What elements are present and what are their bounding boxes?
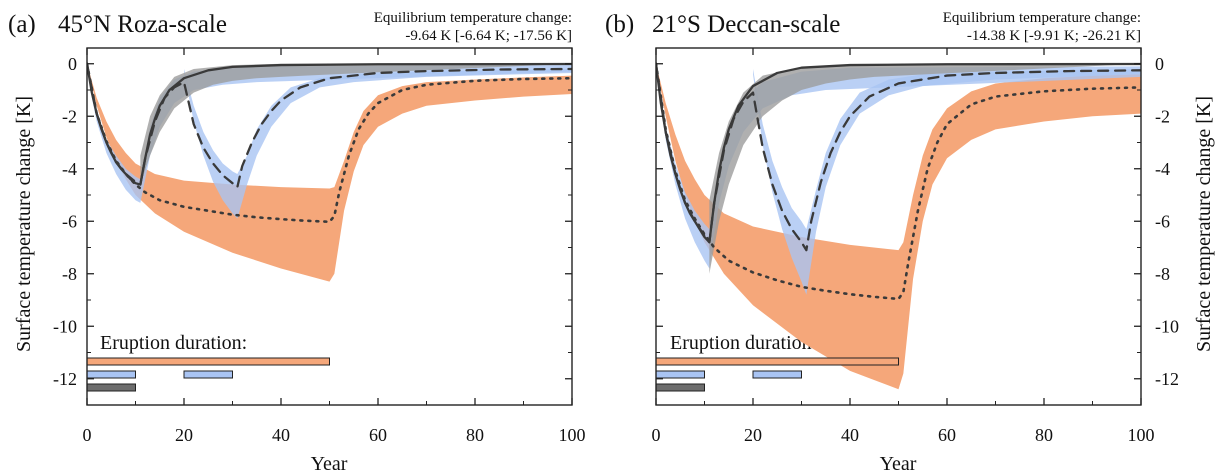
panel-title-b: 21°S Deccan-scale [652,11,840,38]
equilibrium-value-b: -14.38 K [-9.91 K; -26.21 K] [967,28,1141,44]
duration-bar-gray [86,383,136,392]
series-line-dashed [87,62,572,189]
y-tick-label: -8 [62,264,77,284]
panel-label-b: (b) [605,11,634,38]
y-tick-label: -10 [1155,316,1179,336]
x-axis-title-b: Year [880,453,917,475]
series-lines [656,62,1141,301]
x-tick-label: 20 [175,425,193,445]
duration-bar-orange [86,357,330,366]
x-tick-label: 100 [559,425,586,445]
y-tick-label: -6 [62,211,77,231]
duration-bar-blue [86,370,136,379]
equilibrium-label-a: Equilibrium temperature change: [374,10,572,26]
uncertainty-bands [87,63,572,282]
y-axis-title-a: Surface temperature change [K] [13,96,35,352]
y-tick-label: -6 [1155,211,1170,231]
eruption-duration-bars [86,357,330,392]
x-tick-label: 20 [744,425,762,445]
duration-bar-gray [655,383,705,392]
band-orange-0 [87,63,572,282]
series-line-dotted [87,62,572,224]
band-gray-3 [709,63,1141,274]
x-axis-title-a: Year [311,453,348,475]
duration-bar-blue [655,370,705,379]
plot-area-a: 0 20 40 60 80 100 0 -2 -4 -6 -8 -10 -12 [53,47,586,445]
panel-a: (a) 45°N Roza-scale Equilibrium temperat… [8,10,586,475]
y-tick-label: -8 [1155,264,1170,284]
y-tick-label: -12 [1155,369,1179,389]
x-tick-label: 0 [652,425,661,445]
y-tick-label: -4 [1155,159,1170,179]
band-blue-1 [753,69,1141,295]
duration-bar-blue [183,370,233,379]
x-tick-label: 60 [938,425,956,445]
panel-label-a: (a) [8,11,36,38]
y-tick-label: -12 [53,369,77,389]
x-tick-label: 80 [466,425,484,445]
x-tick-label: 40 [272,425,290,445]
x-tick-label: 60 [369,425,387,445]
x-tick-label: 100 [1128,425,1155,445]
equilibrium-value-a: -9.64 K [-6.64 K; -17.56 K] [405,28,572,44]
equilibrium-label-b: Equilibrium temperature change: [943,10,1141,26]
panel-b: (b) 21°S Deccan-scale Equilibrium temper… [605,10,1215,475]
uncertainty-bands [656,63,1141,390]
band-blue-2 [87,63,572,203]
plot-area-b: 0 20 40 60 80 100 0 -2 -4 -6 -8 -10 -12 [652,47,1179,445]
series-line-dashed [656,62,1141,252]
y-tick-label: 0 [68,54,77,74]
x-tick-label: 0 [83,425,92,445]
band-gray-3 [140,63,572,185]
series-line-dotted [656,62,1141,301]
series-lines [87,62,572,224]
x-tick-label: 80 [1035,425,1053,445]
y-tick-label: -2 [62,106,77,126]
duration-bar-blue [752,370,802,379]
band-blue-2 [656,63,1141,269]
panel-title-a: 45°N Roza-scale [58,11,227,38]
x-tick-label: 40 [841,425,859,445]
y-tick-label: -10 [53,316,77,336]
y-tick-label: -2 [1155,106,1170,126]
eruption-duration-label-b: Eruption duration: [670,332,817,354]
band-blue-1 [184,69,572,219]
y-tick-label: 0 [1155,54,1164,74]
y-axis-title-b: Surface temperature change [K] [1193,96,1215,352]
duration-bar-orange [655,357,899,366]
band-orange-0 [656,63,1141,390]
eruption-duration-label-a: Eruption duration: [100,332,247,354]
y-tick-label: -4 [62,159,77,179]
